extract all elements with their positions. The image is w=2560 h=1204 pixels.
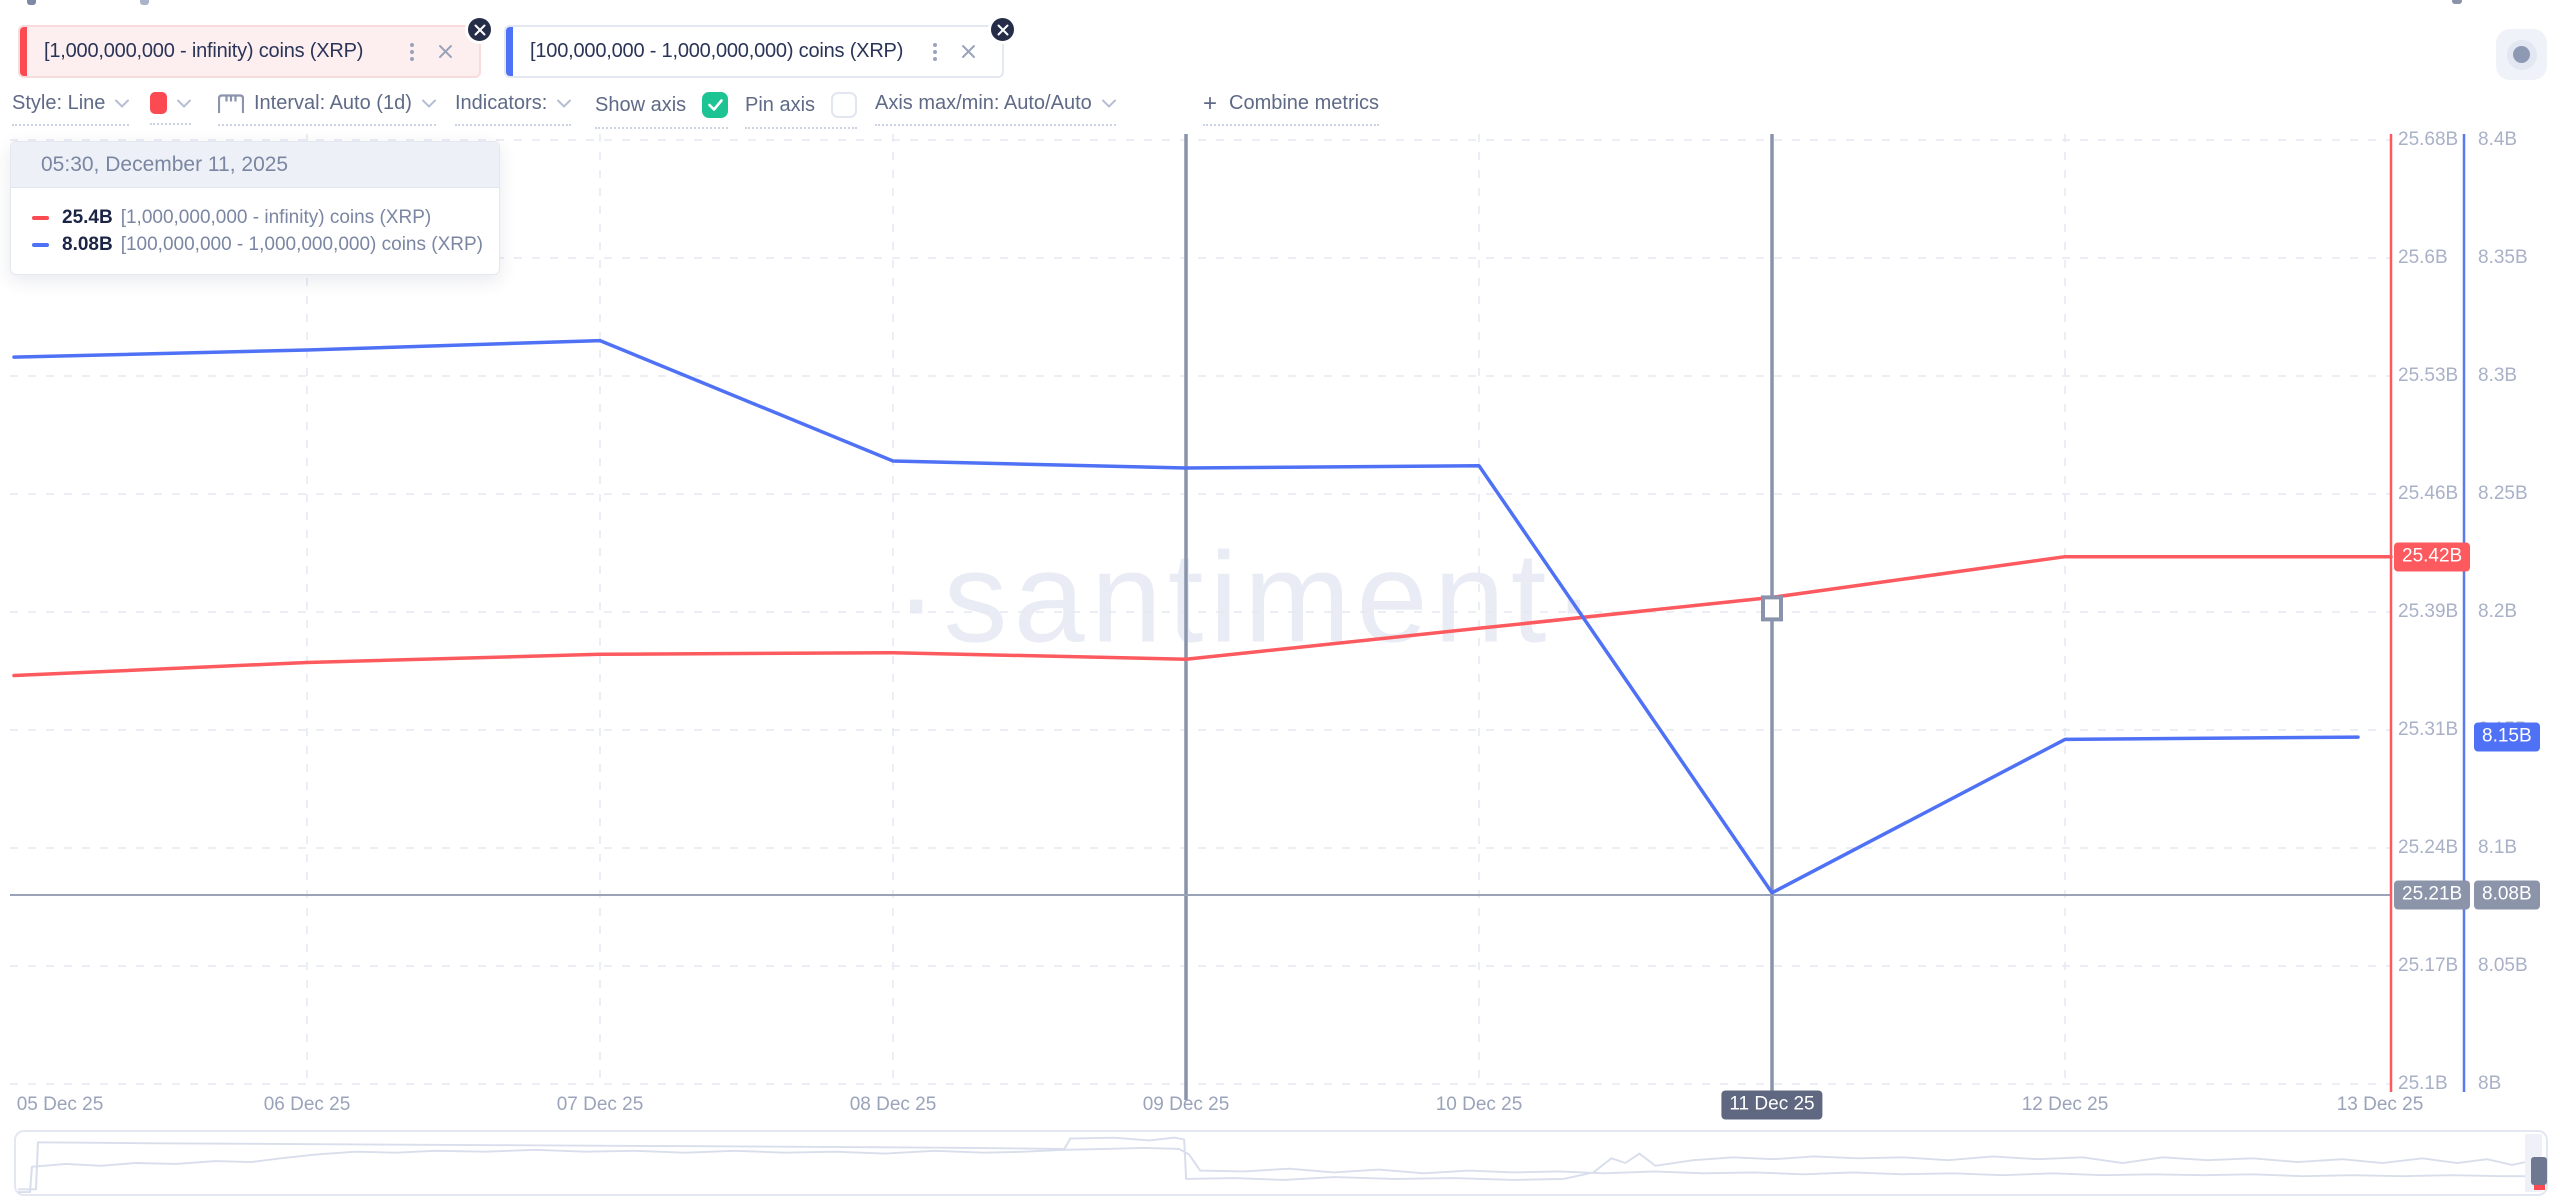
close-icon[interactable]	[961, 44, 976, 59]
navigator-preview-chart	[17, 1136, 2545, 1194]
kebab-menu-icon[interactable]	[404, 39, 420, 65]
metric-tab-label: [100,000,000 - 1,000,000,000) coins (XRP…	[530, 40, 904, 62]
indicators-dropdown-label: Indicators:	[455, 92, 548, 114]
color-swatch[interactable]	[150, 92, 167, 114]
tooltip-row: 25.4B [1,000,000,000 - infinity) coins (…	[32, 204, 499, 231]
clipped-ui-fragment	[2452, 0, 2462, 4]
remove-metric-button[interactable]	[465, 15, 494, 44]
chevron-down-icon	[557, 99, 572, 108]
axis-maxmin-label: Axis max/min: Auto/Auto	[875, 92, 1092, 114]
series-color-dash	[32, 242, 49, 247]
chart-tooltip: 05:30, December 11, 2025 25.4B [1,000,00…	[10, 141, 500, 275]
interval-icon	[218, 93, 244, 113]
series-line-1	[12, 338, 2360, 895]
combine-metrics-button[interactable]: + Combine metrics	[1203, 89, 1380, 126]
chevron-down-icon	[421, 99, 436, 108]
navigator-current-marker	[2534, 1185, 2545, 1190]
metric-color-accent-bar	[20, 27, 27, 76]
interval-dropdown[interactable]: Interval: Auto (1d)	[218, 92, 436, 126]
combine-metrics-label: Combine metrics	[1229, 92, 1380, 114]
chevron-down-icon	[1101, 99, 1116, 108]
navigator-handle[interactable]	[2531, 1157, 2547, 1185]
tooltip-series-label: [100,000,000 - 1,000,000,000) coins (XRP…	[120, 233, 483, 255]
chevron-down-icon	[177, 99, 191, 108]
tooltip-row: 8.08B [100,000,000 - 1,000,000,000) coin…	[32, 231, 499, 258]
tooltip-datetime: 05:30, December 11, 2025	[11, 142, 499, 188]
chart-toolbar: Style: Line Interval: Auto (1d) Indicato…	[0, 90, 2560, 132]
series-color-dash	[32, 215, 49, 220]
navigator-series-line-0	[17, 1136, 2545, 1191]
tooltip-series-label: [1,000,000,000 - infinity) coins (XRP)	[120, 206, 432, 228]
metric-tab-label: [1,000,000,000 - infinity) coins (XRP)	[44, 40, 364, 62]
check-icon	[837, 99, 852, 111]
series-color-picker[interactable]	[150, 92, 191, 125]
style-dropdown[interactable]: Style: Line	[12, 92, 130, 126]
metric-tab-2[interactable]: [100,000,000 - 1,000,000,000) coins (XRP…	[504, 15, 1017, 78]
pin-axis-label: Pin axis	[745, 93, 816, 116]
show-axis-toggle[interactable]: Show axis	[595, 92, 729, 129]
interval-dropdown-label: Interval: Auto (1d)	[254, 92, 412, 114]
tooltip-value: 25.4B	[62, 206, 113, 228]
navigator-series-line-1	[17, 1147, 2545, 1194]
clipped-ui-fragment	[27, 0, 36, 5]
check-icon	[707, 99, 723, 111]
record-indicator-button[interactable]	[2496, 29, 2547, 80]
chevron-down-icon	[115, 99, 130, 108]
indicators-dropdown[interactable]: Indicators:	[455, 92, 572, 126]
close-icon[interactable]	[438, 44, 453, 59]
show-axis-checkbox[interactable]	[702, 92, 729, 118]
circle-icon	[2506, 39, 2537, 70]
series-line-0	[12, 554, 2393, 678]
plus-icon: +	[1203, 89, 1218, 117]
style-dropdown-label: Style: Line	[12, 92, 106, 114]
remove-metric-button[interactable]	[988, 15, 1017, 44]
chart-navigator[interactable]	[14, 1130, 2548, 1196]
metric-color-accent-bar	[506, 27, 513, 76]
axis-maxmin-dropdown[interactable]: Axis max/min: Auto/Auto	[875, 92, 1116, 126]
pin-axis-toggle[interactable]: Pin axis	[745, 92, 858, 129]
metric-tab-1[interactable]: [1,000,000,000 - infinity) coins (XRP)	[18, 15, 494, 78]
clipped-ui-fragment	[140, 0, 149, 5]
pin-axis-checkbox[interactable]	[831, 92, 858, 118]
kebab-menu-icon[interactable]	[927, 39, 943, 65]
tooltip-value: 8.08B	[62, 233, 113, 255]
show-axis-label: Show axis	[595, 93, 687, 116]
crosshair-point-marker	[1761, 595, 1783, 622]
